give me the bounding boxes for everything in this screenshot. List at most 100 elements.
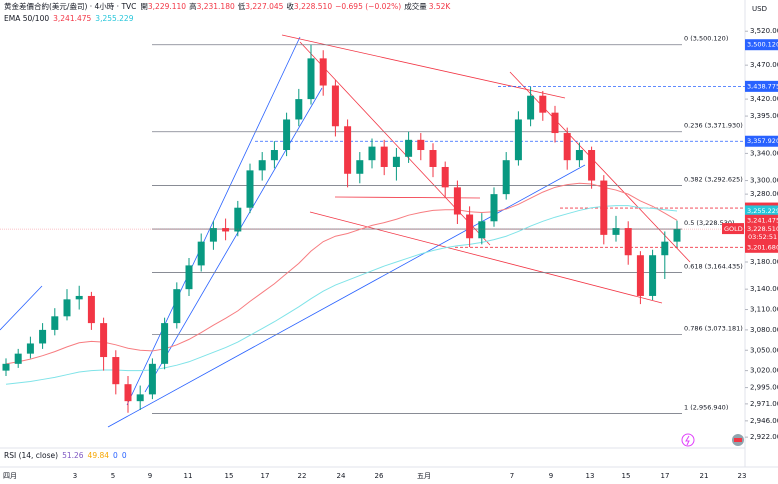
candle-body	[624, 228, 632, 256]
price-box-label: 3,241.475	[747, 216, 778, 224]
price-box	[745, 39, 778, 51]
y-tick-label: 3,110.000	[750, 306, 778, 314]
candle-body	[270, 150, 278, 161]
x-tick-label: 5	[111, 472, 115, 480]
x-tick-label: 15	[225, 472, 234, 480]
y-tick-label: 3,280.000	[750, 190, 778, 198]
candle-body	[39, 329, 47, 344]
fibonacci: 0 (3,500.120) 0.236 (3,371.930) 0.382 (3,2…	[152, 35, 745, 414]
event-icon-bolt	[685, 435, 690, 446]
y-tick-label: 3,420.000	[750, 95, 778, 103]
price-box	[745, 205, 778, 217]
candle-body	[344, 126, 352, 174]
current-price-box	[745, 223, 778, 244]
candle-body	[649, 255, 657, 296]
x-tick-label: 9	[549, 472, 553, 480]
current-price-label: 3,228.510	[747, 225, 778, 233]
x-tick-label: 9	[148, 472, 152, 480]
high-value: 3,231.180	[197, 2, 235, 11]
countdown: 03:52:51	[748, 233, 777, 241]
candle-body	[405, 139, 413, 157]
candle-body	[197, 241, 205, 266]
open-value: 3,229.110	[148, 2, 186, 11]
y-tick-label: 3,470.000	[750, 61, 778, 69]
candle-body	[246, 170, 254, 208]
candle-body	[588, 150, 596, 181]
candle-body	[87, 295, 95, 324]
change: −0.695 (−0.02%)	[335, 2, 401, 11]
candle-body	[209, 228, 217, 242]
candle-body	[429, 150, 437, 167]
low-value: 3,227.045	[245, 2, 283, 11]
candle-body	[502, 160, 510, 195]
trend-line	[107, 164, 586, 428]
candle-body	[661, 241, 669, 256]
volume-label: 成交量	[404, 1, 427, 11]
ema-name: EMA 50/100	[4, 14, 49, 23]
y-tick-label: 3,140.000	[750, 285, 778, 293]
y-tick-label: 3,520.000	[750, 27, 778, 35]
trend-line	[0, 285, 43, 331]
price-box-label: 3,357.920	[747, 137, 778, 145]
candle-body	[331, 85, 339, 127]
price-box-label: 3,255.229	[747, 207, 778, 215]
open-label: 開	[140, 2, 148, 11]
event-icon[interactable]	[681, 433, 695, 447]
y-tick-label: 2,995.000	[750, 384, 778, 392]
candle-body	[136, 394, 144, 402]
candles	[0, 44, 745, 413]
candle-body	[283, 119, 291, 151]
x-tick-label: 四月	[3, 472, 17, 480]
low-label: 低	[238, 1, 246, 11]
candle-body	[612, 228, 620, 235]
candle-body	[222, 228, 230, 232]
x-tick-label: 21	[700, 472, 709, 480]
volume-value: 3.52K	[429, 2, 452, 11]
candle-body	[63, 299, 71, 317]
trend-line	[309, 211, 663, 304]
x-tick-label: 22	[298, 472, 307, 480]
drawings	[0, 34, 691, 428]
price-box-label: 3,201.680	[747, 243, 778, 251]
header: 黄金差價合約(美元/盎司) · 4小時 · TVC 開3,229.110 高3,23…	[4, 1, 451, 460]
rsi-extra: 0	[122, 451, 127, 460]
candle-body	[295, 99, 303, 120]
candle-body	[600, 180, 608, 235]
fib-label: 0 (3,500.120)	[684, 35, 728, 43]
currency: USD	[752, 5, 767, 13]
y-tick-label: 3,395.000	[750, 112, 778, 120]
candle-body	[234, 207, 242, 232]
rsi-value: 51.26	[62, 451, 84, 460]
close-label: 收	[286, 1, 294, 11]
candle-body	[490, 194, 498, 222]
symbol: 黄金差價合約(美元/盎司) · 4小時 · TVC 開3,229.110 高3,23…	[4, 1, 451, 11]
rsi-extra: 0	[113, 451, 118, 460]
ema-legend: EMA 50/100 3,241.475 3,255.229	[4, 14, 134, 23]
candle-body	[100, 323, 108, 358]
y-tick-label: 3,080.000	[750, 326, 778, 334]
price-box-label: 3,438.775	[747, 82, 778, 90]
fib-label: 0.382 (3,292.625)	[684, 176, 743, 184]
candle-body	[258, 160, 266, 171]
y-tick-label: 2,971.000	[750, 400, 778, 408]
ema50-value: 3,241.475	[53, 14, 91, 23]
flag-icon-stripe	[734, 438, 742, 442]
candle-body	[636, 255, 644, 296]
candle-body	[356, 160, 364, 174]
fib-label: 0.5 (3,228.530)	[684, 219, 735, 227]
candle-body	[466, 214, 474, 239]
x-tick-label: 3	[73, 472, 77, 480]
x-tick-label: 7	[510, 472, 514, 480]
y-tick-label: 3,300.000	[750, 177, 778, 185]
fib-label: 0.786 (3,073.181)	[684, 325, 743, 333]
rsi-ma: 49.84	[88, 451, 110, 460]
candle-body	[368, 146, 376, 161]
y-tick-label: 3,020.000	[750, 367, 778, 375]
rsi-name: RSI (14, close)	[4, 451, 58, 460]
candle-body	[185, 265, 193, 290]
channel-line	[126, 36, 301, 406]
x-tick-label: 13	[586, 472, 595, 480]
ema-line	[5, 182, 678, 365]
candle-body	[14, 353, 22, 364]
